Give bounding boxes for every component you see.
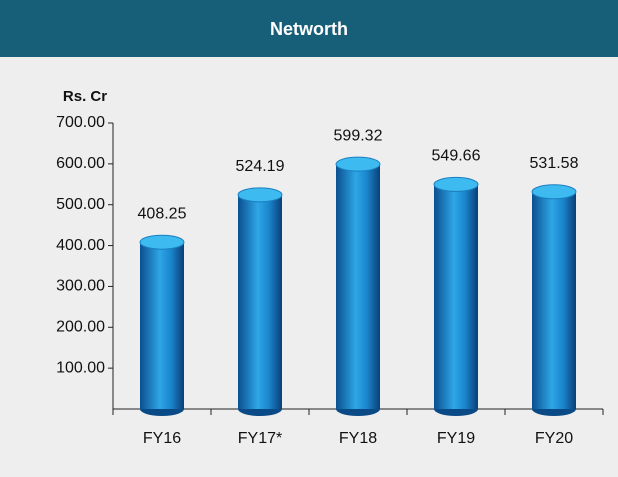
bar-top (531, 184, 577, 200)
y-tick-label: 500.00 (56, 196, 105, 213)
bar-body (434, 184, 478, 409)
y-tick-label: 200.00 (56, 319, 105, 336)
x-tick-label: FY20 (535, 430, 573, 447)
bar-top (335, 156, 381, 172)
data-label: 531.58 (530, 155, 579, 172)
data-label: 408.25 (138, 205, 187, 222)
bar-body (238, 194, 282, 409)
x-tick-label: FY17* (238, 430, 282, 447)
y-tick-label: 300.00 (56, 278, 105, 295)
data-label: 599.32 (334, 127, 383, 144)
bar-body (336, 164, 380, 409)
data-label: 524.19 (236, 158, 285, 175)
y-tick-label: 700.00 (56, 114, 105, 131)
x-tick-label: FY16 (143, 430, 181, 447)
y-axis-label: Rs. Cr (63, 88, 107, 105)
data-label: 549.66 (432, 148, 481, 165)
bar (139, 234, 185, 416)
y-tick-label: 600.00 (56, 155, 105, 172)
bar (531, 184, 577, 416)
bar (335, 156, 381, 416)
background (0, 57, 618, 477)
bar (433, 176, 479, 416)
bar-body (140, 242, 184, 409)
bar-top (237, 187, 283, 203)
bar (237, 187, 283, 416)
x-tick-label: FY19 (437, 430, 475, 447)
chart-title: Networth (270, 19, 348, 39)
bar-body (532, 191, 576, 409)
y-tick-label: 100.00 (56, 359, 105, 376)
y-tick-label: 400.00 (56, 237, 105, 254)
bar-top (433, 176, 479, 192)
x-tick-label: FY18 (339, 430, 377, 447)
bar-top (139, 234, 185, 250)
header (0, 0, 618, 57)
